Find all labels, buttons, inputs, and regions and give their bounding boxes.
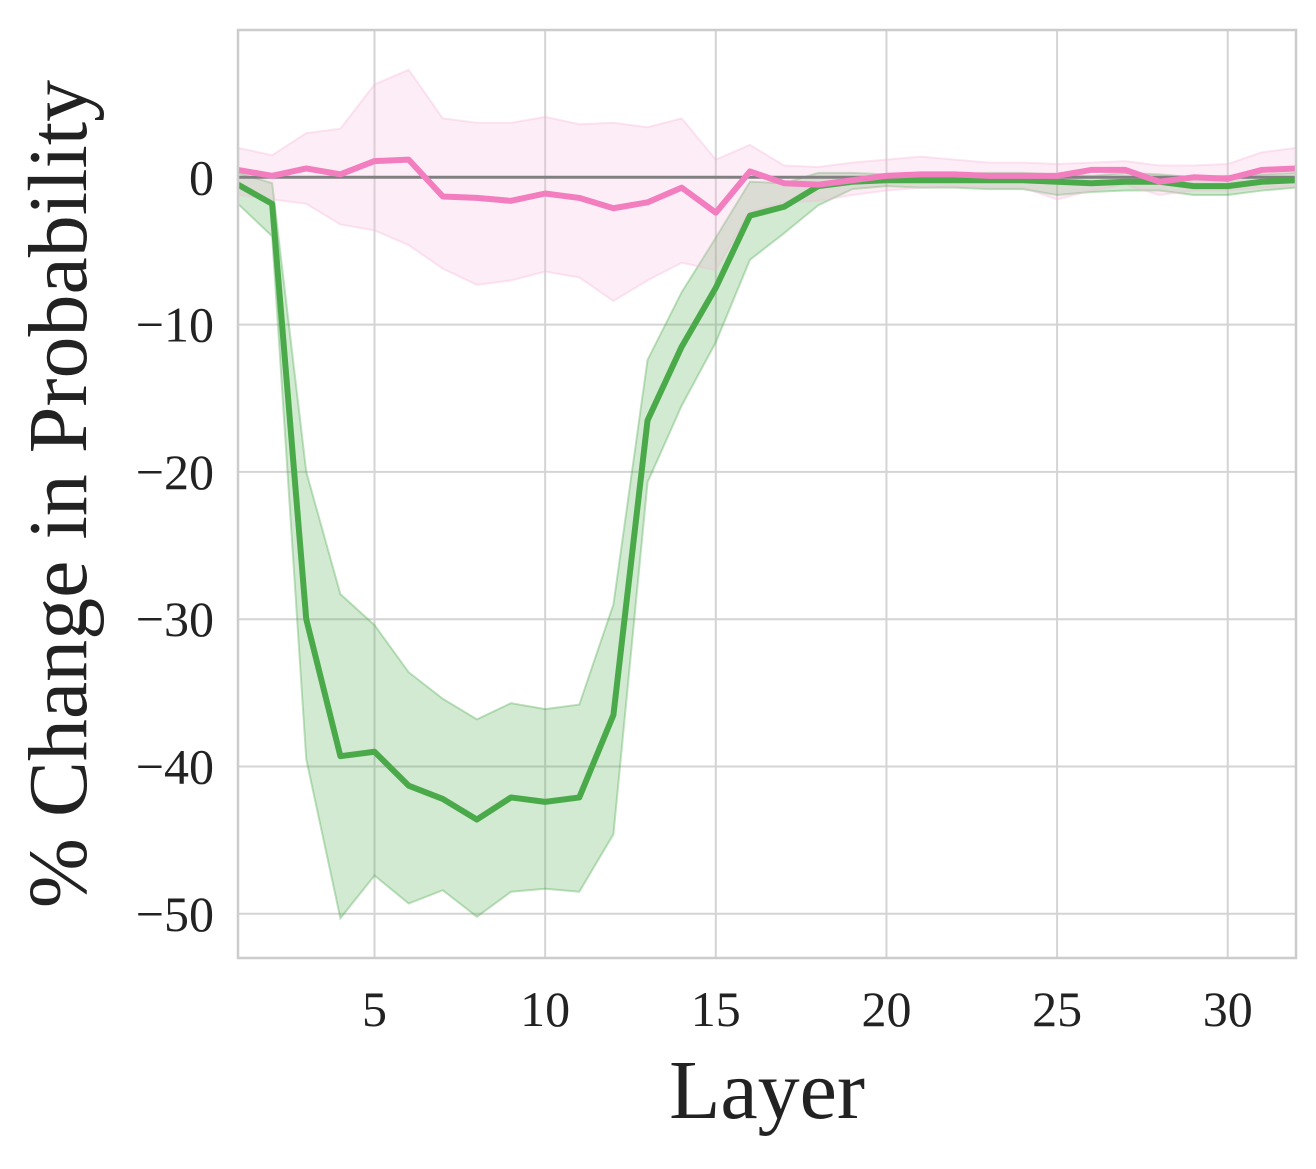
y-tick-label: −50 bbox=[136, 886, 214, 942]
x-tick-label: 5 bbox=[362, 981, 387, 1037]
y-axis-label: % Change in Probability bbox=[12, 80, 105, 908]
x-tick-label: 25 bbox=[1032, 981, 1082, 1037]
y-tick-label: −10 bbox=[136, 297, 214, 353]
grid bbox=[238, 30, 1296, 958]
y-tick-labels: 0 −10 −20 −30 −40 −50 bbox=[136, 149, 214, 942]
x-tick-label: 20 bbox=[861, 981, 911, 1037]
plot-frame bbox=[236, 28, 1298, 960]
x-tick-labels: 5 10 15 20 25 30 bbox=[362, 981, 1253, 1037]
y-tick-label: 0 bbox=[189, 149, 214, 205]
x-axis-label: Layer bbox=[669, 1044, 865, 1137]
series-2-line bbox=[237, 156, 1297, 216]
y-tick-label: −40 bbox=[136, 739, 214, 795]
series-1-line bbox=[236, 177, 1297, 823]
y-tick-label: −20 bbox=[136, 444, 214, 500]
series-lines bbox=[236, 156, 1297, 823]
x-tick-label: 15 bbox=[691, 981, 741, 1037]
x-tick-label: 10 bbox=[520, 981, 570, 1037]
x-tick-label: 30 bbox=[1203, 981, 1253, 1037]
y-tick-label: −30 bbox=[136, 591, 214, 647]
